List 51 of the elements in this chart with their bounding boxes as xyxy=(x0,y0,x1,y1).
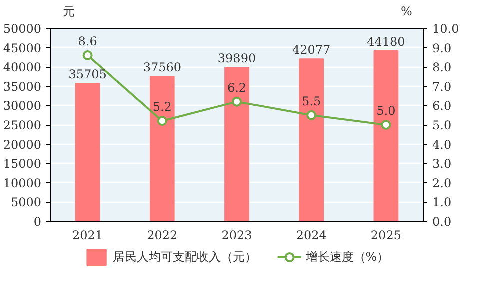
x-tick-label: 2023 xyxy=(222,228,252,242)
bar xyxy=(374,50,399,222)
data-label: 35705 xyxy=(68,68,107,82)
data-label: 37560 xyxy=(143,60,182,75)
point xyxy=(82,50,93,61)
x-tick-label: 2025 xyxy=(370,228,402,242)
data-label: 5.5 xyxy=(302,94,322,108)
y2-tick-label: 3.0 xyxy=(432,157,452,172)
y-tick-label: 20000 xyxy=(3,138,42,152)
data-label: 6.2 xyxy=(227,80,247,95)
y-tick-label: 0 xyxy=(34,215,42,229)
y-tick-label: 35000 xyxy=(3,80,42,94)
bar xyxy=(75,83,100,222)
x-tick-label: 2021 xyxy=(72,228,104,242)
y2-axis-title: % xyxy=(401,4,412,18)
point xyxy=(381,120,392,130)
bar xyxy=(150,76,175,222)
y-tick-label: 15000 xyxy=(3,157,42,172)
y-tick-label: 25000 xyxy=(3,118,42,132)
y-axis-title: 元 xyxy=(63,4,76,18)
y-tick-label: 5000 xyxy=(10,196,42,210)
point xyxy=(306,110,317,120)
y-tick-label: 30000 xyxy=(3,99,42,114)
y-tick-label: 45000 xyxy=(3,41,42,56)
y2-tick-label: 10.0 xyxy=(432,22,460,36)
y2-tick-label: 9.0 xyxy=(432,41,452,56)
data-label: 44180 xyxy=(367,34,406,49)
data-label: 5.0 xyxy=(376,104,396,118)
y-tick-label: 40000 xyxy=(3,60,42,75)
y-tick-label: 50000 xyxy=(3,22,42,36)
x-tick-label: 2022 xyxy=(147,228,178,242)
y2-tick-label: 4.0 xyxy=(432,138,452,152)
point xyxy=(232,96,242,107)
y2-tick-label: 8.0 xyxy=(432,60,452,75)
data-label: 42077 xyxy=(292,43,331,58)
data-label: 5.2 xyxy=(152,100,172,114)
legend-label: 增长速度（%） xyxy=(306,248,390,266)
y2-tick-label: 7.0 xyxy=(432,80,452,94)
bar xyxy=(299,58,324,222)
legend-label: 居民人均可支配收入（元） xyxy=(112,248,257,266)
y2-tick-label: 1.0 xyxy=(432,196,452,210)
y2-tick-label: 5.0 xyxy=(432,118,452,132)
bar xyxy=(224,67,250,222)
data-label: 8.6 xyxy=(78,34,98,49)
y2-tick-label: 0.0 xyxy=(432,215,452,229)
y-tick-label: 10000 xyxy=(3,176,42,190)
y2-tick-label: 6.0 xyxy=(432,99,452,114)
data-label: 39890 xyxy=(218,52,256,66)
y2-tick-label: 2.0 xyxy=(432,176,452,190)
x-tick-label: 2024 xyxy=(296,228,328,242)
point xyxy=(157,116,168,126)
